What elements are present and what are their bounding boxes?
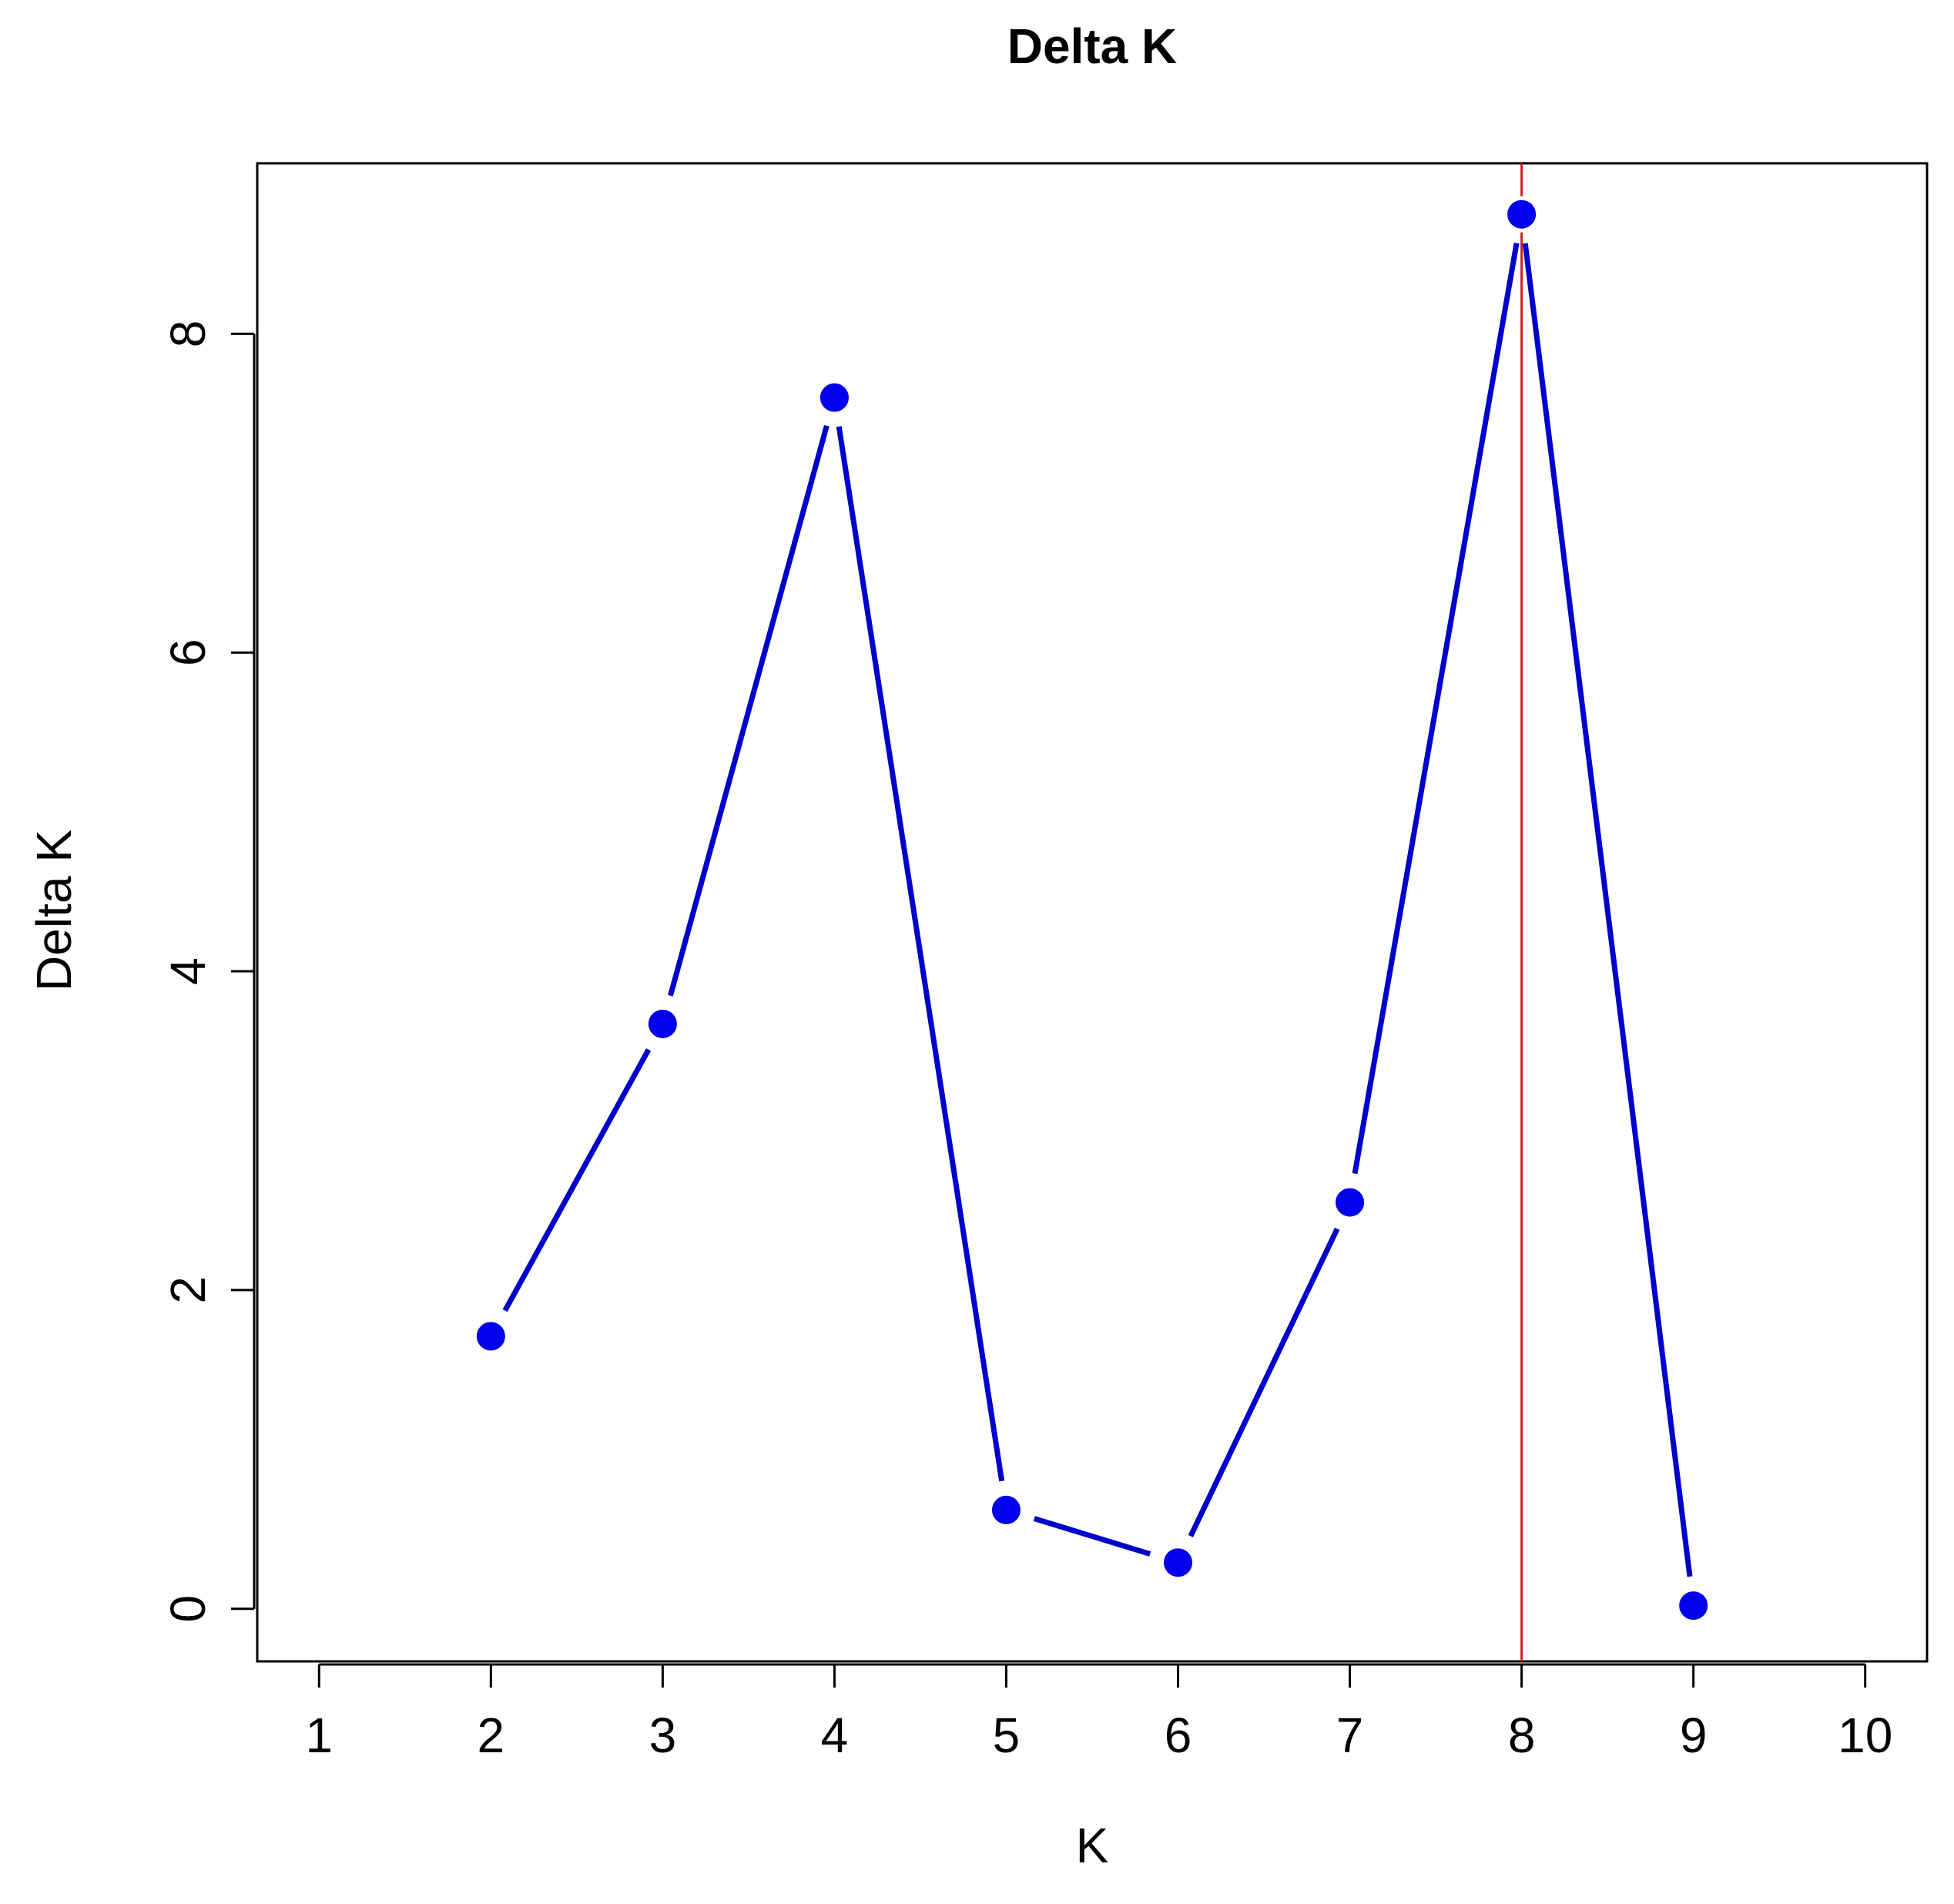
x-tick-label: 2 xyxy=(478,1708,505,1763)
y-tick-label: 4 xyxy=(160,957,216,985)
plot-layer: 1 2 3 4 5 6 7 8 9 10 0 2 4 6 8 xyxy=(160,162,1929,1763)
data-point xyxy=(472,1318,509,1355)
y-tick-label: 0 xyxy=(160,1595,216,1623)
series-line-segment xyxy=(502,1048,652,1312)
data-point xyxy=(1503,196,1540,233)
series-line-segment xyxy=(836,426,1005,1482)
series-line-segment xyxy=(1188,1227,1340,1537)
chart-title: Delta K xyxy=(1007,18,1178,74)
data-point xyxy=(644,1005,681,1042)
y-tick-label: 8 xyxy=(160,320,216,348)
x-tick-label: 5 xyxy=(993,1708,1021,1763)
series-line-segment xyxy=(1033,1516,1151,1557)
data-point xyxy=(987,1491,1024,1528)
series-line-segment xyxy=(668,424,830,997)
data-point xyxy=(1332,1184,1369,1221)
x-tick-label: 7 xyxy=(1336,1708,1364,1763)
data-point xyxy=(816,379,853,416)
x-tick-label: 3 xyxy=(649,1708,677,1763)
x-tick-label: 9 xyxy=(1680,1708,1708,1763)
y-tick-label: 2 xyxy=(160,1276,216,1304)
series-line-segment xyxy=(1352,243,1520,1175)
data-point xyxy=(1160,1544,1197,1581)
x-tick-label: 8 xyxy=(1508,1708,1536,1763)
series-line-segment xyxy=(1522,243,1693,1577)
x-tick-label: 1 xyxy=(305,1708,333,1763)
x-tick-label: 10 xyxy=(1838,1708,1892,1763)
x-tick-label: 4 xyxy=(821,1708,849,1763)
x-axis-label: K xyxy=(1076,1818,1109,1873)
plot-frame xyxy=(256,162,1929,1663)
y-axis-label: Delta K xyxy=(26,830,82,991)
data-point xyxy=(1675,1587,1712,1624)
x-tick-label: 6 xyxy=(1165,1708,1192,1763)
y-tick-label: 6 xyxy=(160,639,216,666)
